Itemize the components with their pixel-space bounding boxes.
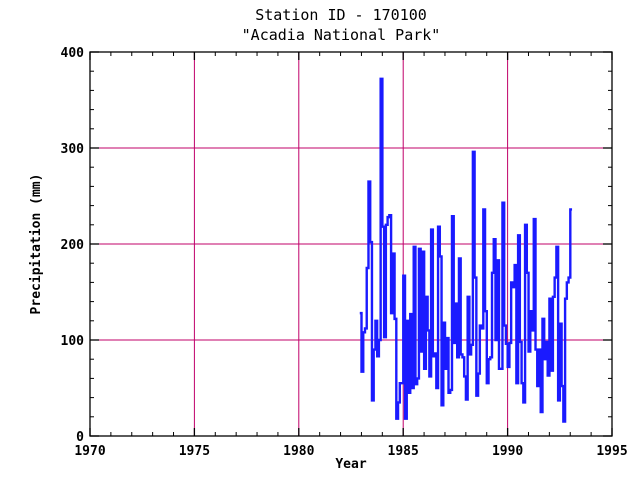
x-tick-label: 1995 <box>596 444 627 459</box>
precipitation-line <box>359 77 573 423</box>
x-tick-label: 1970 <box>74 444 105 459</box>
axis-ticks <box>89 51 613 437</box>
y-tick-label: 100 <box>61 334 85 349</box>
x-tick-label: 1980 <box>283 444 314 459</box>
x-tick-label: 1985 <box>388 444 419 459</box>
grid-lines <box>90 52 612 436</box>
x-tick-label: 1990 <box>492 444 523 459</box>
y-tick-label: 0 <box>76 430 84 445</box>
y-tick-label: 200 <box>61 238 85 253</box>
y-tick-label: 400 <box>61 46 85 61</box>
x-axis-label: Year <box>335 457 366 472</box>
data-series <box>359 77 573 423</box>
x-tick-label: 1975 <box>179 444 210 459</box>
chart-subtitle: "Acadia National Park" <box>242 26 441 44</box>
y-axis-label: Precipitation (mm) <box>29 174 44 315</box>
tick-labels: 1970 1975 1980 1985 1990 1995 0 100 200 300 400 <box>61 46 628 459</box>
y-tick-label: 300 <box>61 142 85 157</box>
chart-title: Station ID - 170100 <box>255 6 427 24</box>
